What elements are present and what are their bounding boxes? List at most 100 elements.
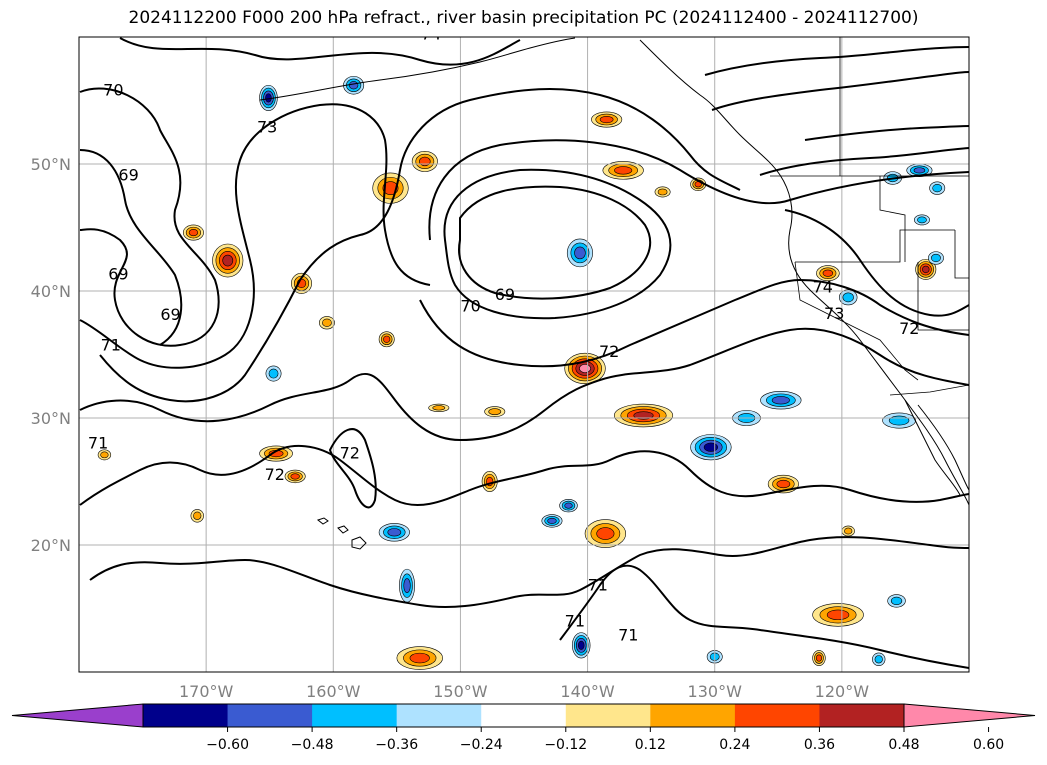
colorbar-tick-label: −0.24: [460, 737, 503, 753]
contour-line: [759, 147, 969, 176]
contour-value-label: 71: [88, 433, 108, 452]
colorbar-bin: [565, 704, 651, 727]
contour-line: [443, 168, 672, 320]
precip-fill-level: [826, 609, 850, 621]
colorbar-extend-low: [11, 703, 144, 728]
precip-anomaly-blob: [566, 238, 593, 268]
contour-value-label: 74: [813, 277, 833, 296]
contour-value-label: 69: [160, 305, 180, 324]
precip-fill-level: [348, 81, 359, 90]
precip-anomaly-blob: [411, 151, 438, 172]
precip-anomaly-blob: [182, 224, 204, 241]
lon-tick-label: 150°W: [433, 682, 488, 701]
longitude-labels: 170°W 160°W 150°W 140°W 130°W 120°W: [179, 682, 869, 701]
colorbar-outline: [142, 703, 905, 728]
contour-line: [89, 536, 969, 609]
precip-fill-level: [633, 411, 654, 420]
precip-fill-level: [579, 364, 591, 373]
precip-fill-level: [188, 229, 199, 237]
lon-tick-label: 120°W: [815, 682, 870, 701]
precip-fill-level: [488, 408, 502, 415]
precip-anomaly-blob: [265, 365, 282, 382]
precip-fill-level: [599, 115, 614, 124]
precipitation-fill-layer: [97, 76, 946, 670]
us-mexico-border: [889, 384, 969, 396]
contour-value-label: 71: [565, 611, 585, 630]
precip-anomaly-blob: [584, 519, 627, 548]
precip-fill-level: [703, 442, 718, 452]
contour-value-label: 72: [599, 342, 619, 361]
contour-value-label: 70: [103, 80, 123, 99]
contour-line: [79, 87, 220, 347]
contour-line: [704, 46, 969, 76]
precip-fill-level: [842, 292, 854, 303]
precip-fill-level: [432, 405, 446, 411]
precip-anomaly-blob: [928, 251, 944, 265]
precip-fill-level: [222, 254, 234, 267]
precip-anomaly-blob: [591, 111, 623, 128]
precip-fill-level: [815, 654, 822, 662]
colorbar-bin: [396, 704, 482, 727]
colorbar-tick-label: −0.12: [544, 737, 587, 753]
colorbar-bin: [650, 704, 736, 727]
precip-anomaly-blob: [929, 181, 946, 195]
colorbar-bin: [227, 704, 313, 727]
precip-fill-level: [383, 335, 391, 343]
lat-tick-label: 50°N: [31, 155, 71, 174]
precip-anomaly-blob: [559, 498, 578, 513]
latitude-labels: 20°N 30°N 40°N 50°N: [31, 155, 71, 555]
colorbar-tick-label: 0.60: [973, 737, 1004, 753]
precip-anomaly-blob: [212, 243, 244, 278]
colorbar: [11, 703, 1036, 728]
lat-tick-label: 30°N: [31, 409, 71, 428]
colorbar-bin: [312, 704, 398, 727]
precip-anomaly-blob: [396, 646, 443, 670]
contour-value-label: 74: [421, 25, 441, 44]
contour-value-label: 70: [460, 296, 480, 315]
contour-value-label: 69: [108, 265, 128, 284]
colorbar-tick-label: 0.24: [719, 737, 750, 753]
precip-fill-level: [564, 502, 573, 509]
precip-anomaly-blob: [284, 469, 306, 484]
contour-line: [79, 103, 431, 369]
precip-anomaly-blob: [318, 316, 335, 330]
precip-fill-level: [874, 655, 883, 664]
precip-anomaly-blob: [812, 603, 864, 627]
contour-value-label: 72: [265, 465, 285, 484]
contour-line: [804, 125, 969, 141]
precip-fill-level: [387, 528, 402, 537]
map-frame: [78, 36, 970, 673]
precip-anomaly-blob: [259, 84, 278, 111]
precip-fill-level: [844, 527, 853, 535]
contour-value-label: 71: [618, 625, 638, 644]
contour-value-label: 69: [118, 166, 138, 185]
lon-tick-label: 140°W: [560, 682, 615, 701]
precip-fill-level: [265, 93, 272, 103]
colorbar-bin: [734, 704, 820, 727]
precip-fill-level: [403, 578, 411, 594]
page-title: 2024112200 F000 200 hPa refract., river …: [128, 8, 919, 28]
precip-fill-level: [577, 640, 585, 650]
contour-line: [559, 564, 969, 669]
precip-fill-level: [776, 479, 791, 489]
graticule: [79, 37, 969, 672]
precip-anomaly-blob: [915, 258, 937, 280]
state-border: [795, 229, 955, 263]
precip-fill-level: [657, 188, 668, 196]
precip-fill-level: [822, 269, 834, 277]
precip-fill-level: [290, 473, 300, 480]
north-america-coast: [639, 39, 969, 506]
precip-anomaly-blob: [428, 403, 450, 412]
precip-fill-level: [932, 184, 943, 193]
precip-fill-level: [917, 216, 927, 224]
precip-anomaly-blob: [914, 214, 930, 226]
contour-line: [79, 327, 969, 441]
precip-fill-level: [596, 527, 615, 540]
colorbar-tick-label: 0.12: [635, 737, 666, 753]
precip-anomaly-blob: [378, 331, 395, 348]
contour-value-label: 72: [340, 444, 360, 463]
precip-fill-level: [888, 415, 910, 426]
precip-anomaly-blob: [690, 434, 732, 461]
